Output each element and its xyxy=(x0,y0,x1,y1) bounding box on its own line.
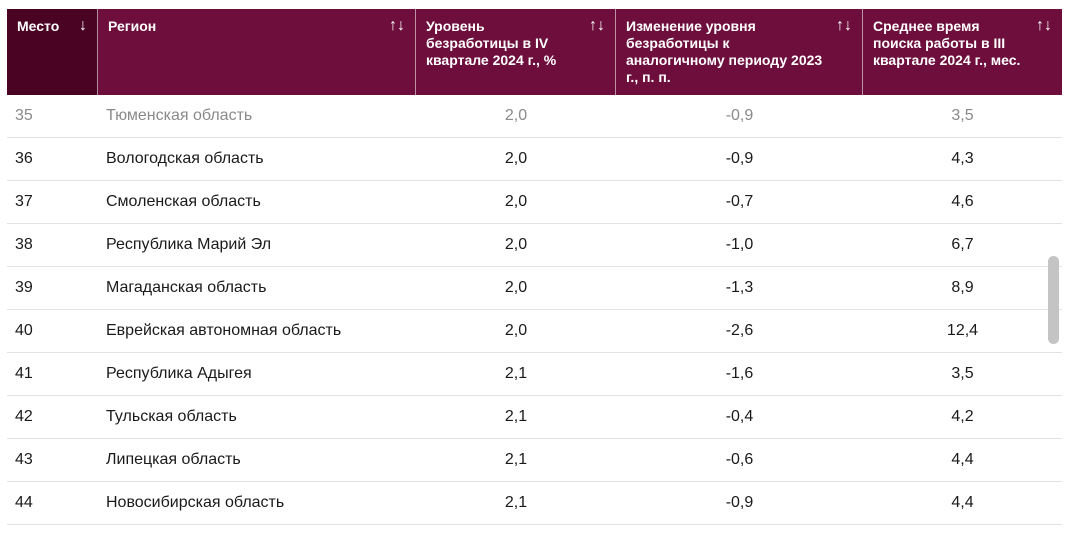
column-header-label: Место xyxy=(17,18,60,34)
cell-change: -0,7 xyxy=(725,193,754,210)
table-row: 44 Новосибирская область 2,1 -0,9 4,4 xyxy=(7,482,1062,525)
table-row: 35 Тюменская область 2,0 -0,9 3,5 xyxy=(7,95,1062,138)
table-row: 39 Магаданская область 2,0 -1,3 8,9 xyxy=(7,267,1062,310)
cell-place: 36 xyxy=(15,150,33,167)
cell-place: 42 xyxy=(15,408,33,425)
cell-rate: 2,0 xyxy=(504,150,528,167)
cell-change: -0,9 xyxy=(725,494,754,511)
cell-region: Магаданская область xyxy=(106,279,267,296)
cell-region: Республика Марий Эл xyxy=(106,236,272,253)
cell-rate: 2,1 xyxy=(504,451,528,468)
cell-search-time: 4,4 xyxy=(951,494,974,511)
column-header-search-time[interactable]: Среднее время поиска работы в III кварта… xyxy=(863,9,1062,95)
cell-search-time: 3,5 xyxy=(951,107,974,124)
cell-place: 41 xyxy=(15,365,33,382)
cell-rate: 2,0 xyxy=(504,236,528,253)
cell-search-time: 8,9 xyxy=(951,279,974,296)
sort-toggle-icon[interactable]: ↑↓ xyxy=(389,17,405,34)
cell-change: -2,6 xyxy=(725,322,754,339)
cell-rate: 2,0 xyxy=(504,279,528,296)
cell-search-time: 6,7 xyxy=(951,236,974,253)
cell-place: 39 xyxy=(15,279,33,296)
column-header-label: Изменение уровня безработицы к аналогичн… xyxy=(626,18,823,85)
unemployment-table: Место ↓ Регион ↑↓ Уровень безработицы в … xyxy=(7,9,1062,525)
cell-rate: 2,1 xyxy=(504,494,528,511)
cell-region: Республика Адыгея xyxy=(106,365,252,382)
table-row: 38 Республика Марий Эл 2,0 -1,0 6,7 xyxy=(7,224,1062,267)
vertical-scrollbar-thumb[interactable] xyxy=(1048,256,1059,344)
table-body: 35 Тюменская область 2,0 -0,9 3,5 36 Вол… xyxy=(7,95,1062,525)
cell-rate: 2,0 xyxy=(504,193,528,210)
table-row: 41 Республика Адыгея 2,1 -1,6 3,5 xyxy=(7,353,1062,396)
cell-search-time: 4,4 xyxy=(951,451,974,468)
sort-toggle-icon[interactable]: ↑↓ xyxy=(1036,17,1052,34)
cell-search-time: 4,3 xyxy=(951,150,974,167)
sort-descending-icon[interactable]: ↓ xyxy=(79,17,87,34)
sort-toggle-icon[interactable]: ↑↓ xyxy=(836,17,852,34)
cell-rate: 2,1 xyxy=(504,408,528,425)
cell-change: -0,4 xyxy=(725,408,754,425)
cell-region: Тульская область xyxy=(106,408,237,425)
cell-rate: 2,1 xyxy=(504,365,528,382)
cell-place: 44 xyxy=(15,494,33,511)
cell-place: 37 xyxy=(15,193,33,210)
column-header-rate[interactable]: Уровень безработицы в IV квартале 2024 г… xyxy=(416,9,616,95)
table-row: 42 Тульская область 2,1 -0,4 4,2 xyxy=(7,396,1062,439)
column-header-label: Регион xyxy=(108,18,157,34)
cell-search-time: 12,4 xyxy=(946,322,979,339)
cell-change: -0,9 xyxy=(725,150,754,167)
sort-toggle-icon[interactable]: ↑↓ xyxy=(589,17,605,34)
cell-rate: 2,0 xyxy=(504,322,528,339)
cell-place: 40 xyxy=(15,322,33,339)
table-row: 36 Вологодская область 2,0 -0,9 4,3 xyxy=(7,138,1062,181)
cell-change: -1,3 xyxy=(725,279,754,296)
cell-place: 38 xyxy=(15,236,33,253)
cell-search-time: 3,5 xyxy=(951,365,974,382)
cell-region: Липецкая область xyxy=(106,451,241,468)
cell-rate: 2,0 xyxy=(504,107,528,124)
cell-place: 43 xyxy=(15,451,33,468)
table-row: 40 Еврейская автономная область 2,0 -2,6… xyxy=(7,310,1062,353)
column-header-label: Среднее время поиска работы в III кварта… xyxy=(873,18,1021,68)
cell-search-time: 4,6 xyxy=(951,193,974,210)
table-row: 37 Смоленская область 2,0 -0,7 4,6 xyxy=(7,181,1062,224)
cell-change: -0,9 xyxy=(725,107,754,124)
table-row: 43 Липецкая область 2,1 -0,6 4,4 xyxy=(7,439,1062,482)
cell-region: Вологодская область xyxy=(106,150,264,167)
column-header-change[interactable]: Изменение уровня безработицы к аналогичн… xyxy=(616,9,863,95)
cell-region: Смоленская область xyxy=(106,193,261,210)
column-header-region[interactable]: Регион ↑↓ xyxy=(98,9,416,95)
cell-change: -1,6 xyxy=(725,365,754,382)
column-header-place[interactable]: Место ↓ xyxy=(7,9,98,95)
table-header: Место ↓ Регион ↑↓ Уровень безработицы в … xyxy=(7,9,1062,95)
cell-change: -1,0 xyxy=(725,236,754,253)
cell-change: -0,6 xyxy=(725,451,754,468)
cell-search-time: 4,2 xyxy=(951,408,974,425)
cell-region: Новосибирская область xyxy=(106,494,285,511)
cell-region: Еврейская автономная область xyxy=(106,322,342,339)
column-header-label: Уровень безработицы в IV квартале 2024 г… xyxy=(426,18,557,68)
cell-region: Тюменская область xyxy=(106,107,253,124)
cell-place: 35 xyxy=(15,107,33,124)
